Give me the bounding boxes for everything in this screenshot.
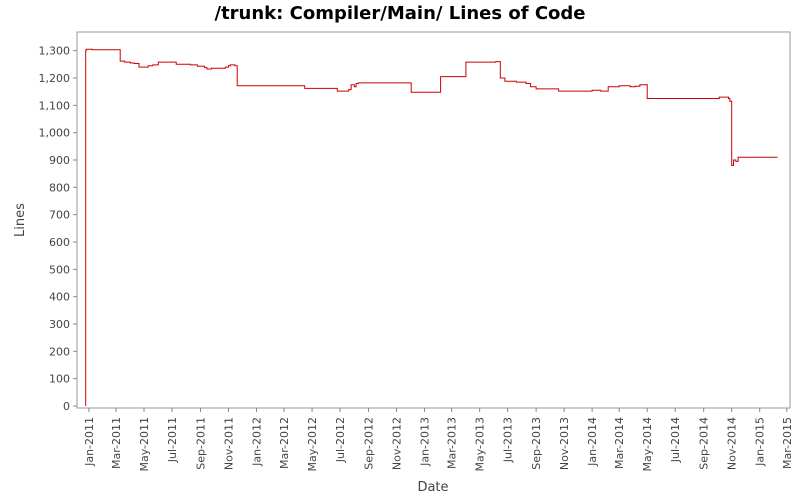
y-tick-label: 1,200 <box>39 72 71 85</box>
x-tick-label: Jul-2013 <box>502 417 515 463</box>
plot-area <box>76 31 791 409</box>
x-tick-label: May-2014 <box>641 417 654 472</box>
x-tick-label: Jul-2012 <box>334 417 347 463</box>
y-tick-label: 0 <box>63 400 70 413</box>
x-axis: Jan-2011 Mar-2011 May-2011 Jul-2011 Sep-2011… <box>83 408 794 472</box>
x-tick-label: Jul-2014 <box>669 417 682 463</box>
x-tick-label: Mar-2015 <box>781 417 794 469</box>
x-tick-label: Sep-2014 <box>698 417 711 470</box>
y-tick-label: 1,100 <box>39 99 71 112</box>
y-tick-label: 200 <box>49 345 70 358</box>
x-tick-label: Sep-2013 <box>530 417 543 470</box>
x-tick-label: Sep-2011 <box>195 417 208 470</box>
y-axis: 0 100 200 300 400 500 600 700 800 900 1,000 1,100 1,… <box>39 45 77 413</box>
x-tick-label: Mar-2014 <box>613 417 626 469</box>
series-line <box>85 48 778 406</box>
x-tick-label: Mar-2013 <box>446 417 459 469</box>
y-tick-label: 1,300 <box>39 45 71 58</box>
x-tick-label: Nov-2013 <box>558 417 571 470</box>
y-tick-label: 600 <box>49 236 70 249</box>
x-tick-label: May-2012 <box>306 417 319 472</box>
x-tick-label: Jan-2011 <box>83 417 96 467</box>
y-tick-label: 500 <box>49 263 70 276</box>
x-tick-label: Jul-2011 <box>166 417 179 463</box>
x-tick-label: Jan-2015 <box>754 417 767 467</box>
x-tick-label: Nov-2014 <box>726 417 739 470</box>
x-tick-label: May-2011 <box>138 417 151 472</box>
x-tick-label: Jan-2013 <box>419 417 432 467</box>
x-tick-label: Mar-2011 <box>110 417 123 469</box>
x-tick-label: Jan-2012 <box>251 417 264 467</box>
x-tick-label: Sep-2012 <box>363 417 376 470</box>
x-axis-title: Date <box>417 480 448 495</box>
x-tick-label: May-2013 <box>474 417 487 472</box>
y-tick-label: 400 <box>49 291 70 304</box>
x-tick-label: Nov-2012 <box>391 417 404 470</box>
y-tick-label: 300 <box>49 318 70 331</box>
x-tick-label: Jan-2014 <box>586 417 599 467</box>
x-tick-label: Mar-2012 <box>278 417 291 469</box>
y-axis-title: Lines <box>13 203 28 237</box>
y-tick-label: 700 <box>49 209 70 222</box>
y-tick-label: 100 <box>49 373 70 386</box>
x-tick-label: Nov-2011 <box>223 417 236 470</box>
y-tick-label: 800 <box>49 181 70 194</box>
chart-title: /trunk: Compiler/Main/ Lines of Code <box>214 3 586 24</box>
y-tick-label: 900 <box>49 154 70 167</box>
y-tick-label: 1,000 <box>39 127 71 140</box>
